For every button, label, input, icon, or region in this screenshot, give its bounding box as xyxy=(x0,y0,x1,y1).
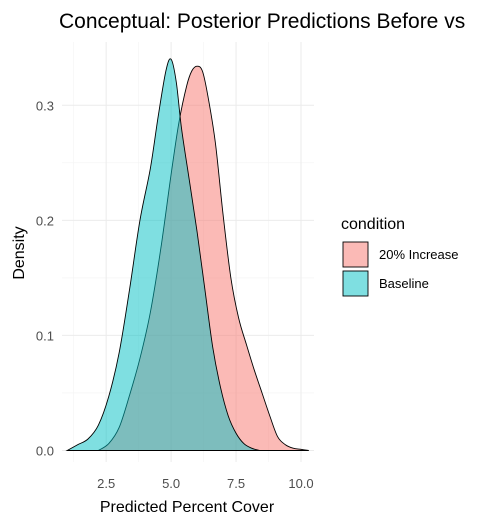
legend-label: 20% Increase xyxy=(379,247,459,262)
y-tick-label: 0.0 xyxy=(36,443,54,458)
legend-title: condition xyxy=(341,216,405,233)
y-tick-label: 0.2 xyxy=(36,213,54,228)
y-tick-label: 0.1 xyxy=(36,328,54,343)
legend-swatch xyxy=(342,270,369,297)
legend-label: Baseline xyxy=(379,276,429,291)
x-tick-label: 2.5 xyxy=(97,476,115,491)
y-axis-title: Density xyxy=(11,226,28,279)
x-tick-label: 7.5 xyxy=(227,476,245,491)
x-axis-title: Predicted Percent Cover xyxy=(100,499,275,516)
x-tick-label: 5.0 xyxy=(162,476,180,491)
density-area-baseline xyxy=(65,58,260,451)
x-tick-label: 10.0 xyxy=(288,476,313,491)
density-areas xyxy=(65,58,309,451)
y-tick-label: 0.3 xyxy=(36,98,54,113)
legend: 20% Increase Baseline xyxy=(342,241,459,297)
x-axis-ticks: 2.5 5.0 7.5 10.0 xyxy=(97,476,314,491)
chart-title: Conceptual: Posterior Predictions Before… xyxy=(59,10,465,33)
legend-swatch xyxy=(342,241,369,268)
y-axis-ticks: 0.0 0.1 0.2 0.3 xyxy=(36,98,54,458)
